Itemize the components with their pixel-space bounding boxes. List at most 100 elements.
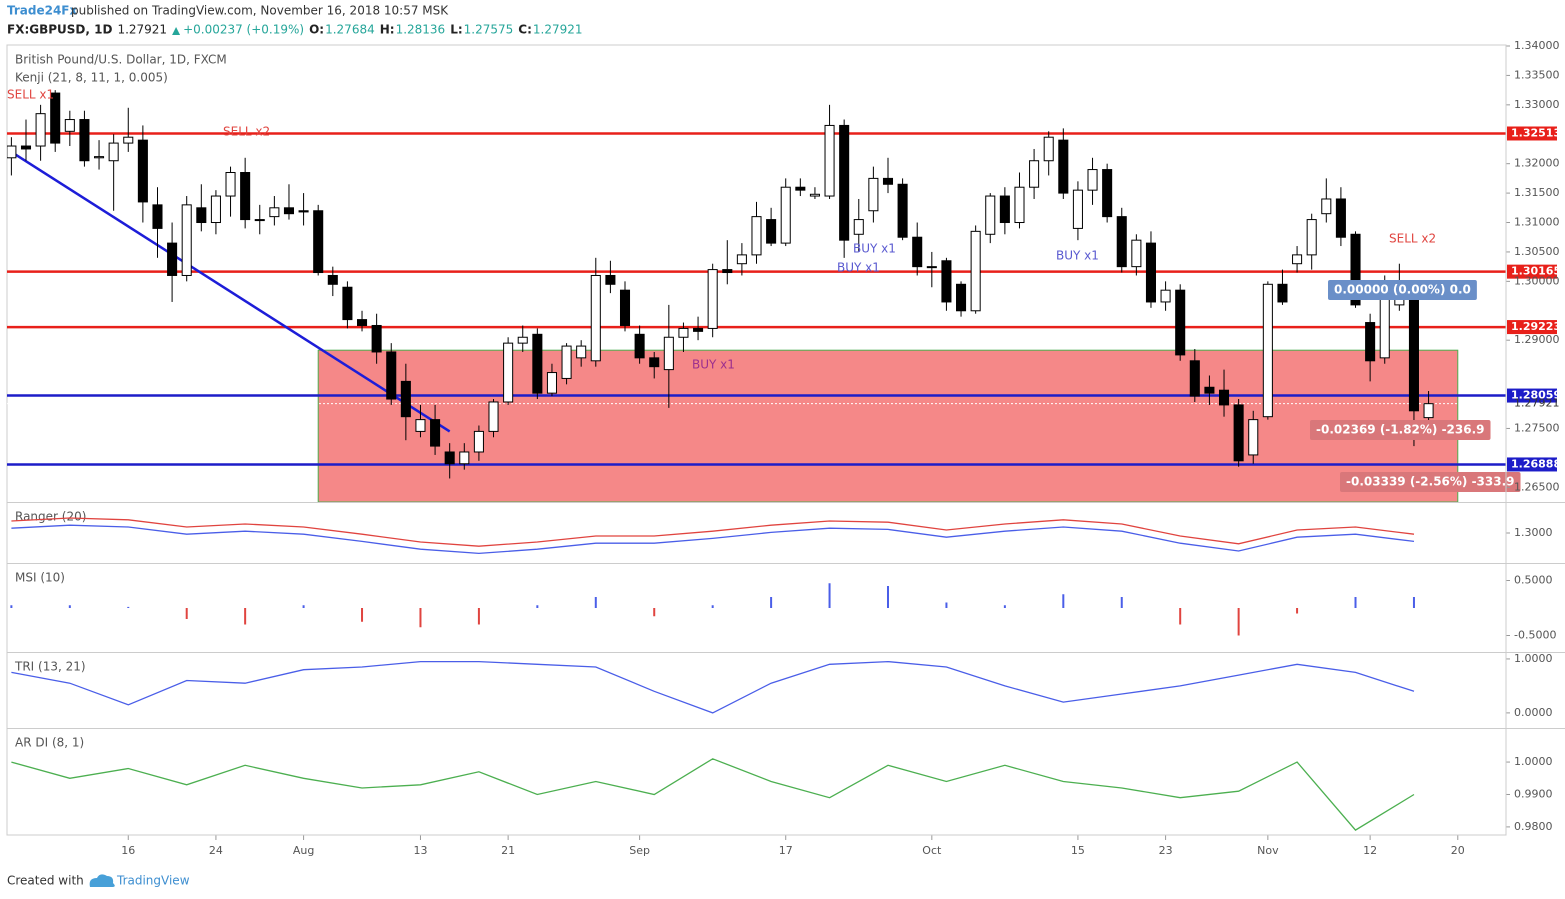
x-tick-label: 15 [1071,844,1085,857]
y-tick-label: 1.0000 [1514,652,1553,665]
candle-body [1131,239,1142,268]
y-tick-label: 0.9800 [1514,820,1553,833]
footer-created: Created with [7,874,84,888]
measure-box [1310,420,1491,440]
candle-body [824,124,835,197]
signal-label: SELL x2 [223,125,270,139]
candle-body [1423,403,1434,419]
candle-body [839,124,850,241]
candle-body [473,430,484,453]
msi-bar [1354,597,1357,608]
msi-bar [1412,597,1415,608]
x-tick-label: 23 [1159,844,1173,857]
msi-bar [653,608,656,617]
indicator-line [11,660,1415,714]
quote-close: 1.27921 [533,23,583,37]
candle-body [181,204,192,276]
measure-label: -0.03339 (-2.56%) -333.9 [1346,475,1515,489]
y-tick-label: 1.27500 [1514,421,1560,434]
candle-body [897,183,908,238]
signal-label: BUY x1 [692,358,735,372]
msi-bar [594,597,597,608]
candle-body [1043,136,1054,162]
trendline [10,150,451,433]
msi-bar [945,602,948,608]
up-arrow [172,27,181,35]
msi-bar [1003,605,1006,608]
y-tick-label: 0.9900 [1514,787,1553,800]
candle-body [196,207,207,224]
candle-body [941,260,952,303]
chart-title: British Pound/U.S. Dollar, 1D, FXCM [15,53,227,67]
candle-body [795,186,806,191]
msi-bar [828,583,831,608]
candle-body [517,336,528,344]
candle-body [1189,360,1200,397]
pane-title: AR DI (8, 1) [15,736,84,750]
candle-body [882,177,894,185]
msi-bar [886,586,889,608]
quote-open: 1.27684 [325,23,375,37]
candle-body [970,230,981,312]
candle-body [853,219,864,235]
msi-bar [244,608,247,625]
msi-bar [127,606,130,608]
candle-body [371,324,382,353]
level-label-bg [1507,126,1557,141]
signal-label: BUY x1 [853,242,896,256]
candle-body [459,451,470,465]
measure-label: -0.02369 (-1.82%) -236.9 [1316,423,1485,437]
candle-body [1218,389,1230,406]
quote-high-label: H: [380,23,395,37]
candle-body [751,216,762,256]
candle-body [1292,254,1303,265]
candle-body [1014,186,1025,224]
pane-title: Ranger (20) [15,510,86,524]
msi-bar [10,605,13,608]
measure-box [1328,280,1477,300]
y-tick-label: 0.0000 [1514,706,1553,719]
quote-low-label: L: [450,23,462,37]
candle-body [722,269,733,274]
msi-bar [477,608,480,625]
quote-close-label: C: [518,23,532,37]
candle-body [1350,233,1361,306]
candle-body [1262,283,1273,418]
candle-body [1335,198,1346,238]
y-tick-label: 1.32000 [1514,157,1560,170]
candle-body [868,177,879,212]
author: Trade24Fx [7,4,78,18]
chart-subtitle: Kenji (21, 8, 11, 1, 0.005) [15,71,168,85]
y-tick-label: 1.31500 [1514,186,1560,199]
x-tick-label: 21 [501,844,515,857]
candle-body [1145,242,1157,303]
candle-body [50,92,61,144]
y-tick-label: 1.33500 [1514,68,1560,81]
msi-bar [770,597,773,608]
indicator-line [11,524,1415,555]
candle-body [137,139,148,203]
footer-brand[interactable]: TradingView [116,874,190,888]
pane-title: MSI (10) [15,571,65,585]
measure-label: 0.00000 (0.00%) 0.0 [1334,283,1471,297]
candle-body [1277,283,1288,303]
candle-body [1248,419,1259,456]
candle-body [999,195,1010,224]
candle-body [561,345,572,379]
msi-bar [361,608,364,622]
y-tick-label: 1.30500 [1514,245,1560,258]
signal-label: SELL x1 [7,88,54,102]
measure-box [1340,472,1521,492]
candle-body [1029,160,1040,188]
x-tick-label: Aug [293,844,314,857]
candle-body [20,145,32,150]
x-tick-label: 24 [209,844,223,857]
candle-body [1365,322,1376,362]
msi-bar [68,605,71,608]
candle-body [444,451,455,465]
msi-bar [1296,608,1299,614]
candle-body [488,401,499,432]
candle-body [605,274,616,285]
signal-label: BUY x1 [837,261,880,275]
x-tick-label: 20 [1451,844,1465,857]
